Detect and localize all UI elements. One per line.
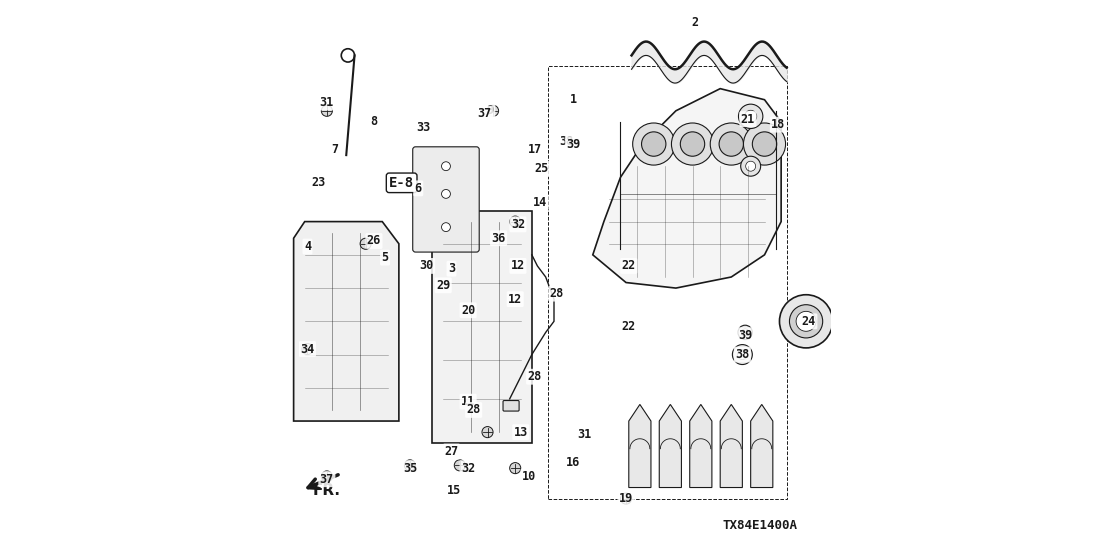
Polygon shape	[432, 211, 532, 443]
Text: 12: 12	[511, 259, 525, 273]
Text: 2: 2	[691, 16, 699, 29]
Circle shape	[454, 460, 465, 471]
Circle shape	[360, 238, 371, 249]
Text: 30: 30	[420, 259, 433, 273]
Circle shape	[482, 427, 493, 438]
Text: 39: 39	[738, 329, 752, 342]
Text: 4: 4	[304, 240, 311, 253]
Circle shape	[738, 350, 747, 360]
Text: 28: 28	[466, 403, 481, 417]
Text: 6: 6	[414, 182, 422, 195]
FancyBboxPatch shape	[503, 401, 519, 411]
Circle shape	[642, 132, 666, 156]
Circle shape	[510, 216, 521, 227]
Text: 17: 17	[527, 143, 542, 156]
Polygon shape	[659, 404, 681, 488]
Polygon shape	[593, 89, 781, 288]
Circle shape	[746, 161, 756, 171]
Circle shape	[732, 345, 752, 365]
Text: 18: 18	[771, 118, 786, 131]
Text: 1: 1	[570, 93, 577, 106]
Text: 12: 12	[509, 293, 522, 306]
Text: 36: 36	[492, 232, 505, 245]
Text: E-8: E-8	[389, 176, 414, 190]
Text: 14: 14	[533, 196, 547, 209]
Circle shape	[780, 295, 833, 348]
Circle shape	[321, 471, 332, 482]
Text: 13: 13	[514, 425, 527, 439]
Circle shape	[488, 105, 499, 116]
Text: 16: 16	[566, 456, 581, 469]
Circle shape	[301, 343, 314, 355]
Text: 19: 19	[619, 492, 633, 505]
Text: FR.: FR.	[312, 483, 341, 498]
Polygon shape	[720, 404, 742, 488]
Circle shape	[738, 325, 752, 340]
Text: 35: 35	[403, 461, 417, 475]
Circle shape	[441, 162, 450, 171]
Text: 38: 38	[736, 348, 749, 361]
Text: 22: 22	[622, 320, 636, 334]
Circle shape	[719, 132, 743, 156]
Text: 23: 23	[311, 176, 326, 189]
Text: 33: 33	[417, 121, 431, 134]
Text: 21: 21	[741, 112, 755, 126]
FancyBboxPatch shape	[413, 147, 480, 252]
Circle shape	[510, 463, 521, 474]
Text: 20: 20	[461, 304, 475, 317]
Text: 34: 34	[300, 342, 315, 356]
Text: 27: 27	[444, 445, 459, 458]
Circle shape	[745, 110, 757, 122]
Text: 15: 15	[448, 484, 461, 497]
Circle shape	[710, 123, 752, 165]
Polygon shape	[751, 404, 773, 488]
Text: 39: 39	[566, 137, 581, 151]
Text: 38: 38	[560, 135, 573, 148]
Circle shape	[620, 493, 632, 504]
Circle shape	[741, 329, 749, 336]
Text: 22: 22	[622, 259, 636, 273]
Polygon shape	[689, 404, 712, 488]
Text: 28: 28	[527, 370, 542, 383]
Text: 37: 37	[320, 473, 334, 486]
Text: 31: 31	[320, 96, 334, 109]
Text: 25: 25	[535, 162, 548, 176]
Text: 28: 28	[550, 287, 564, 300]
Circle shape	[741, 156, 761, 176]
Text: 26: 26	[367, 234, 381, 248]
Circle shape	[743, 123, 786, 165]
Text: 31: 31	[577, 428, 592, 442]
Text: 8: 8	[370, 115, 378, 129]
Circle shape	[739, 104, 763, 129]
Text: 32: 32	[461, 461, 475, 475]
Text: 7: 7	[331, 143, 339, 156]
Text: TX84E1400A: TX84E1400A	[722, 519, 798, 532]
Text: 32: 32	[511, 218, 525, 231]
Text: 29: 29	[437, 279, 450, 292]
Circle shape	[789, 305, 822, 338]
Circle shape	[321, 105, 332, 116]
Polygon shape	[629, 404, 652, 488]
Circle shape	[441, 223, 450, 232]
Circle shape	[404, 460, 416, 471]
Circle shape	[680, 132, 705, 156]
Text: 37: 37	[478, 107, 492, 120]
Polygon shape	[294, 222, 399, 421]
Text: 10: 10	[522, 470, 536, 483]
Text: 24: 24	[802, 315, 815, 328]
Circle shape	[796, 311, 815, 331]
Text: 5: 5	[381, 251, 389, 264]
Text: 9: 9	[486, 104, 494, 117]
Circle shape	[752, 132, 777, 156]
Text: 3: 3	[448, 262, 455, 275]
Text: 11: 11	[461, 395, 475, 408]
Circle shape	[633, 123, 675, 165]
Circle shape	[671, 123, 714, 165]
Circle shape	[441, 189, 450, 198]
